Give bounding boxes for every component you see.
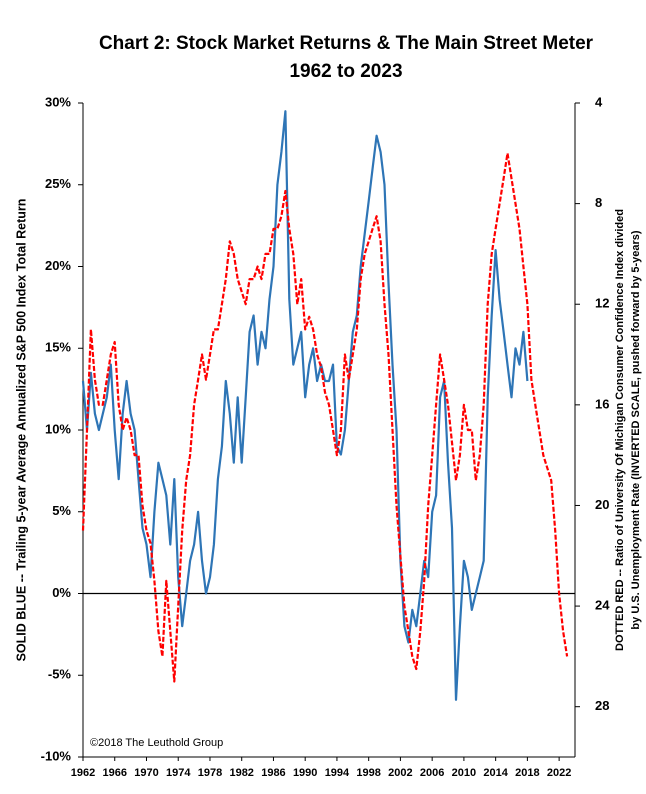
x-tick-label: 1970 [134,767,158,779]
y2-tick-label: 4 [595,94,603,109]
y2-tick-label: 28 [595,698,609,713]
y-tick-label: 0% [52,585,71,600]
y-tick-label: 15% [45,340,71,355]
y-tick-label: 5% [52,503,71,518]
chart-subtitle: 1962 to 2023 [289,61,402,82]
x-tick-label: 2002 [388,767,412,779]
data-line [81,152,569,683]
y2-tick-label: 12 [595,296,609,311]
annotation: ©2018 The Leuthold Group [90,737,223,749]
y-tick-label: 20% [45,258,71,273]
y2-axis-label: DOTTED RED -- Ratio of University Of Mic… [614,209,626,651]
y2-tick-label: 20 [595,497,609,512]
x-tick-label: 1966 [102,767,126,779]
y2-axis-label: by U.S. Unemployment Rate (INVERTED SCAL… [630,230,642,629]
x-tick-label: 2014 [483,767,508,779]
x-tick-label: 2018 [515,767,539,779]
y-tick-label: -5% [48,667,72,682]
y2-tick-label: 8 [595,195,602,210]
chart-title: Chart 2: Stock Market Returns & The Main… [99,33,594,54]
x-tick-label: 1982 [229,767,253,779]
data-line [81,110,529,701]
x-tick-label: 2022 [547,767,571,779]
x-tick-label: 1962 [71,767,95,779]
y2-tick-label: 16 [595,396,609,411]
y-tick-label: 30% [45,94,71,109]
x-tick-label: 2010 [452,767,476,779]
x-tick-label: 1994 [325,767,350,779]
y2-tick-label: 24 [595,598,610,613]
x-tick-label: 1986 [261,767,285,779]
y-axis-label: SOLID BLUE -- Trailing 5-year Average An… [14,199,28,662]
x-tick-label: 1990 [293,767,317,779]
x-tick-label: 1974 [166,767,191,779]
y-tick-label: 25% [45,176,71,191]
y-tick-label: -10% [41,748,72,763]
x-tick-label: 2006 [420,767,444,779]
y-tick-label: 10% [45,421,71,436]
x-tick-label: 1978 [198,767,222,779]
x-tick-label: 1998 [356,767,380,779]
